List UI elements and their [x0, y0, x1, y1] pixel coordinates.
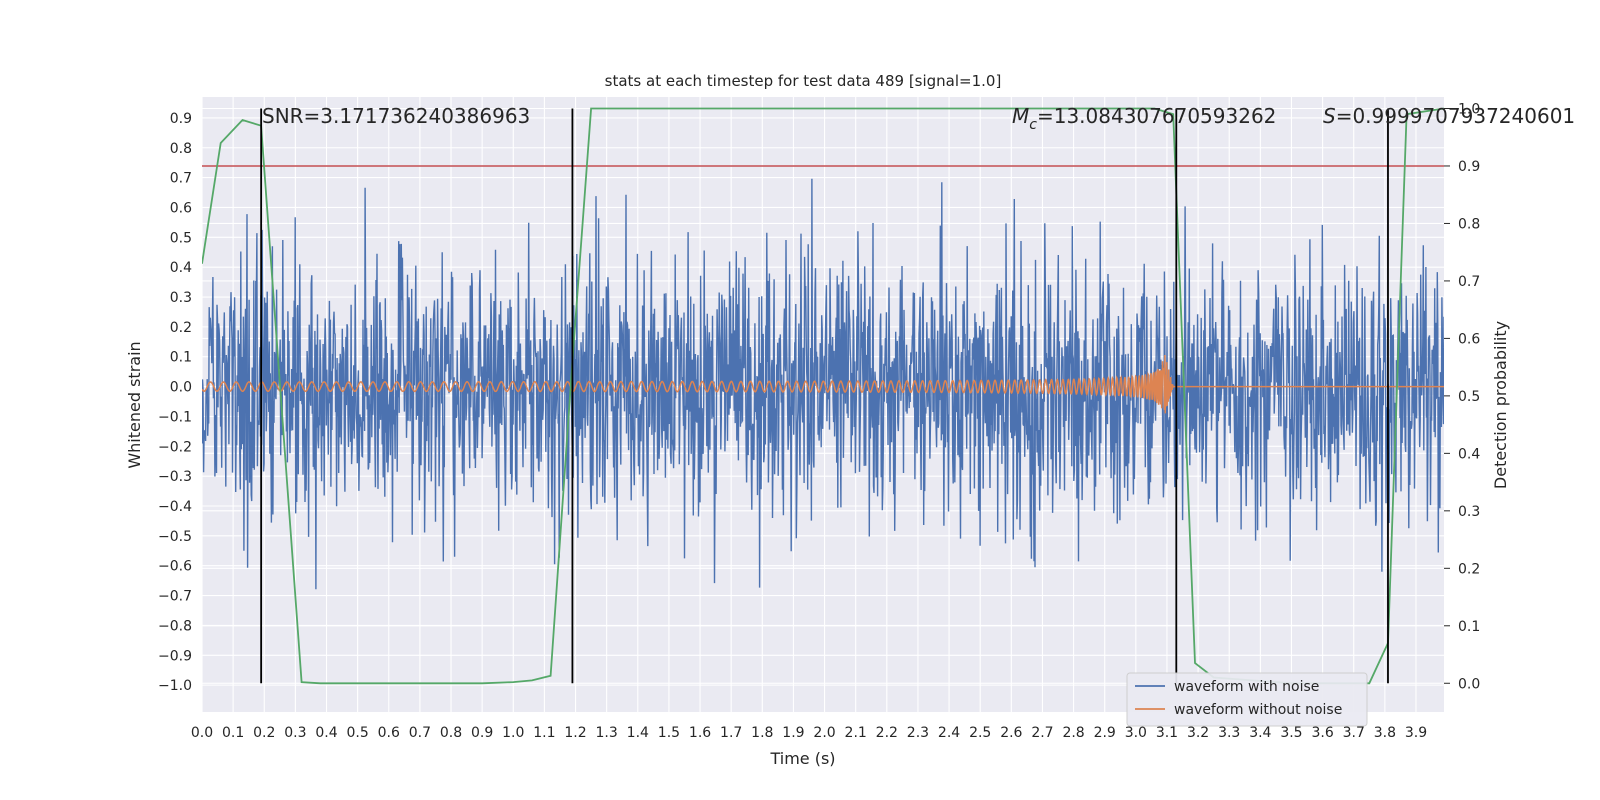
y-tick-label: 0.2	[170, 320, 192, 336]
x-tick-label: 2.0	[813, 725, 835, 741]
x-tick-label: 2.2	[876, 725, 898, 741]
x-tick-label: 2.9	[1094, 725, 1116, 741]
x-tick-label: 1.5	[658, 725, 680, 741]
x-tick-label: 0.8	[440, 725, 462, 741]
x-tick-label: 0.3	[284, 725, 306, 741]
x-tick-label: 2.7	[1031, 725, 1053, 741]
x-tick-label: 1.7	[720, 725, 742, 741]
x-tick-label: 3.8	[1374, 725, 1396, 741]
x-tick-label: 0.9	[471, 725, 493, 741]
y2-axis-ticks: 1.0 0.9 0.8 0.7 0.6 0.5 0.4 0.3 0.2 0.1 0.0	[1444, 101, 1480, 692]
x-tick-label: 2.8	[1062, 725, 1084, 741]
mc-symbol: M	[1012, 104, 1029, 128]
y-tick-label: −0.9	[158, 648, 192, 664]
x-tick-label: 3.9	[1405, 725, 1427, 741]
x-tick-label: 2.5	[969, 725, 991, 741]
s-annotation: S=0.9999707937240601	[1323, 104, 1575, 128]
snr-annotation: SNR=3.171736240386963	[262, 104, 530, 128]
mc-value: =13.084307670593262	[1037, 104, 1276, 128]
vertical-markers	[260, 108, 1389, 684]
x-tick-label: 0.4	[315, 725, 337, 741]
x-tick-label: 2.1	[845, 725, 867, 741]
y2-tick-label: 0.4	[1458, 446, 1480, 462]
y2-axis-label: Detection probability	[1491, 321, 1510, 489]
y-tick-label: 0.7	[170, 171, 192, 187]
y-tick-label: 0.3	[170, 290, 192, 306]
series-waveform-with-noise	[202, 178, 1444, 590]
s-symbol: S	[1323, 104, 1336, 128]
y2-tick-label: 0.5	[1458, 389, 1480, 405]
y-axis-ticks: 0.9 0.8 0.7 0.6 0.5 0.4 0.3 0.2 0.1 0.0 −0.1 −0.2 −0…	[158, 111, 192, 694]
x-tick-label: 1.8	[751, 725, 773, 741]
y-tick-label: 0.6	[170, 200, 192, 216]
y-tick-label: −0.6	[158, 559, 192, 575]
s-value: =0.9999707937240601	[1336, 104, 1575, 128]
x-tick-label: 1.2	[564, 725, 586, 741]
y-tick-label: 0.5	[170, 230, 192, 246]
x-tick-label: 1.3	[596, 725, 618, 741]
x-tick-label: 3.1	[1156, 725, 1178, 741]
x-tick-label: 0.5	[347, 725, 369, 741]
y-tick-label: −0.1	[158, 409, 192, 425]
mc-annotation: Mc=13.084307670593262	[1012, 104, 1276, 133]
x-axis-label: Time (s)	[769, 749, 835, 768]
x-tick-label: 0.2	[253, 725, 275, 741]
x-tick-label: 1.0	[502, 725, 524, 741]
x-tick-label: 1.6	[689, 725, 711, 741]
x-tick-label: 3.0	[1125, 725, 1147, 741]
x-tick-label: 3.2	[1187, 725, 1209, 741]
x-tick-label: 0.0	[191, 725, 213, 741]
x-tick-label: 3.4	[1249, 725, 1271, 741]
x-tick-label: 0.1	[222, 725, 244, 741]
y2-tick-label: 0.8	[1458, 216, 1480, 232]
x-tick-label: 3.7	[1343, 725, 1365, 741]
legend-box	[1126, 672, 1368, 727]
y-tick-label: −0.3	[158, 469, 192, 485]
x-tick-label: 1.9	[782, 725, 804, 741]
y-tick-label: −0.2	[158, 439, 192, 455]
legend-label-clean: waveform without noise	[1174, 702, 1342, 718]
x-tick-label: 3.3	[1218, 725, 1240, 741]
y2-tick-label: 0.1	[1458, 619, 1480, 635]
mc-subscript: c	[1029, 117, 1037, 133]
y2-tick-label: 0.7	[1458, 274, 1480, 290]
x-tick-label: 2.3	[907, 725, 929, 741]
y-tick-label: 0.4	[170, 260, 192, 276]
y2-tick-label: 1.0	[1458, 101, 1480, 117]
x-tick-label: 3.6	[1311, 725, 1333, 741]
y-tick-label: 0.1	[170, 350, 192, 366]
y-tick-label: −0.7	[158, 589, 192, 605]
y-tick-label: −1.0	[158, 678, 192, 694]
legend-label-noise: waveform with noise	[1174, 679, 1319, 695]
y2-tick-label: 0.3	[1458, 504, 1480, 520]
x-tick-label: 1.4	[627, 725, 649, 741]
y-axis-label: Whitened strain	[125, 341, 144, 468]
y-tick-label: −0.4	[158, 499, 192, 515]
x-tick-label: 0.6	[378, 725, 400, 741]
x-tick-label: 0.7	[409, 725, 431, 741]
y2-tick-label: 0.0	[1458, 676, 1480, 692]
y2-tick-label: 0.2	[1458, 561, 1480, 577]
x-axis-ticks: 0.0 0.1 0.2 0.3 0.4 0.5 0.6 0.7 0.8 0.9 1.0 1.1 1.2 1…	[191, 725, 1427, 741]
y2-tick-label: 0.9	[1458, 159, 1480, 175]
x-tick-label: 3.5	[1280, 725, 1302, 741]
y-tick-label: 0.9	[170, 111, 192, 127]
y-tick-label: 0.8	[170, 141, 192, 157]
y-tick-label: −0.8	[158, 618, 192, 634]
legend: waveform with noise waveform without noi…	[1126, 672, 1368, 727]
x-tick-label: 2.4	[938, 725, 960, 741]
y-tick-label: 0.0	[170, 380, 192, 396]
y2-tick-label: 0.6	[1458, 331, 1480, 347]
chart-title: stats at each timestep for test data 489…	[605, 72, 1002, 90]
x-tick-label: 1.1	[533, 725, 555, 741]
series-waveform-without-noise	[202, 354, 1444, 414]
x-tick-label: 2.6	[1000, 725, 1022, 741]
y-tick-label: −0.5	[158, 529, 192, 545]
